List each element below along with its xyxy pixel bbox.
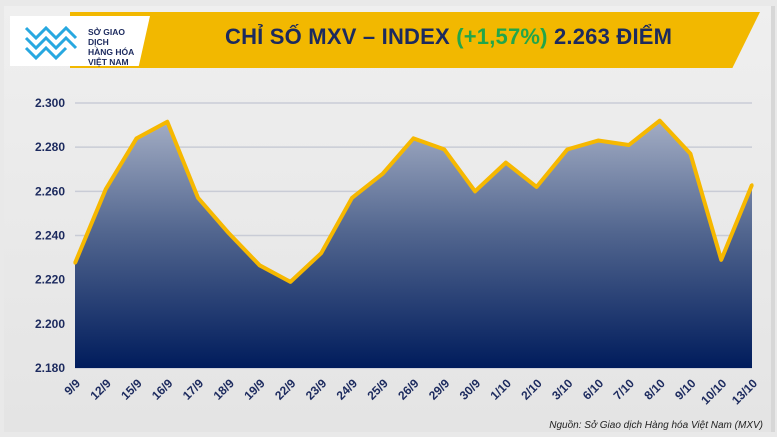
x-tick-label: 9/9 (61, 376, 83, 398)
chart-title: CHỈ SỐ MXV – INDEX (+1,57%) 2.263 ĐIỂM (225, 24, 672, 50)
data-point (627, 143, 631, 147)
data-point (412, 136, 415, 140)
data-point (535, 185, 539, 189)
x-tick-label: 8/10 (641, 376, 668, 403)
x-tick-label: 9/10 (672, 376, 699, 403)
data-point (596, 139, 600, 143)
data-point (319, 251, 323, 255)
x-tick-label: 2/10 (518, 376, 545, 403)
data-point (688, 152, 692, 156)
x-tick-label: 25/9 (364, 376, 391, 403)
data-point (165, 120, 169, 124)
data-point (258, 263, 262, 267)
title-percent-change: (+1,57%) (456, 24, 548, 49)
data-point (658, 119, 662, 123)
x-tick-label: 22/9 (272, 376, 299, 403)
data-point (750, 183, 754, 187)
x-tick-label: 15/9 (118, 376, 145, 403)
data-point (135, 136, 139, 140)
logo-line: HÀNG HÓA (88, 47, 135, 57)
x-tick-label: 19/9 (241, 376, 268, 403)
x-tick-label: 30/9 (457, 376, 484, 403)
data-point (227, 231, 231, 235)
data-point (350, 196, 354, 200)
x-tick-label: 1/10 (488, 376, 515, 403)
source-note: Nguồn: Sở Giao dịch Hàng hóa Việt Nam (M… (549, 420, 763, 431)
data-point (719, 258, 723, 262)
x-tick-label: 10/10 (698, 376, 729, 407)
x-tick-label: 12/9 (87, 376, 114, 403)
x-tick-label: 29/9 (426, 376, 453, 403)
data-point (565, 147, 569, 151)
title-banner (70, 12, 760, 68)
logo-line: VIỆT NAM (88, 57, 129, 67)
x-tick-label: 18/9 (211, 376, 238, 403)
x-tick-label: 13/10 (729, 376, 760, 407)
x-tick-label: 23/9 (303, 376, 330, 403)
x-tick-label: 16/9 (149, 376, 176, 403)
data-point (288, 280, 292, 284)
y-tick-label: 2.180 (35, 361, 65, 375)
logo-line: SỞ GIAO DỊCH (88, 27, 126, 47)
y-tick-label: 2.260 (35, 184, 65, 198)
data-point (504, 161, 508, 165)
area-fill (75, 120, 752, 369)
title-value: 2.263 ĐIỂM (547, 24, 673, 49)
x-tick-label: 7/10 (611, 376, 638, 403)
data-point (196, 196, 200, 200)
y-tick-label: 2.220 (35, 273, 65, 287)
x-tick-label: 17/9 (180, 376, 207, 403)
x-tick-label: 26/9 (395, 376, 422, 403)
x-tick-label: 24/9 (334, 376, 361, 403)
data-point (442, 147, 446, 151)
x-tick-label: 6/10 (580, 376, 607, 403)
logo-mark-icon (24, 25, 78, 61)
title-text: CHỈ SỐ MXV – INDEX (225, 24, 457, 49)
mxv-logo (10, 16, 150, 66)
data-point (473, 189, 477, 193)
x-tick-label: 3/10 (549, 376, 576, 403)
data-point (381, 172, 385, 176)
data-point (104, 187, 108, 191)
y-tick-label: 2.280 (35, 140, 65, 154)
y-tick-label: 2.200 (35, 317, 65, 331)
y-tick-label: 2.240 (35, 229, 65, 243)
data-point (73, 261, 77, 265)
logo-text: SỞ GIAO DỊCH HÀNG HÓA VIỆT NAM (88, 27, 148, 67)
y-tick-label: 2.300 (35, 96, 65, 110)
